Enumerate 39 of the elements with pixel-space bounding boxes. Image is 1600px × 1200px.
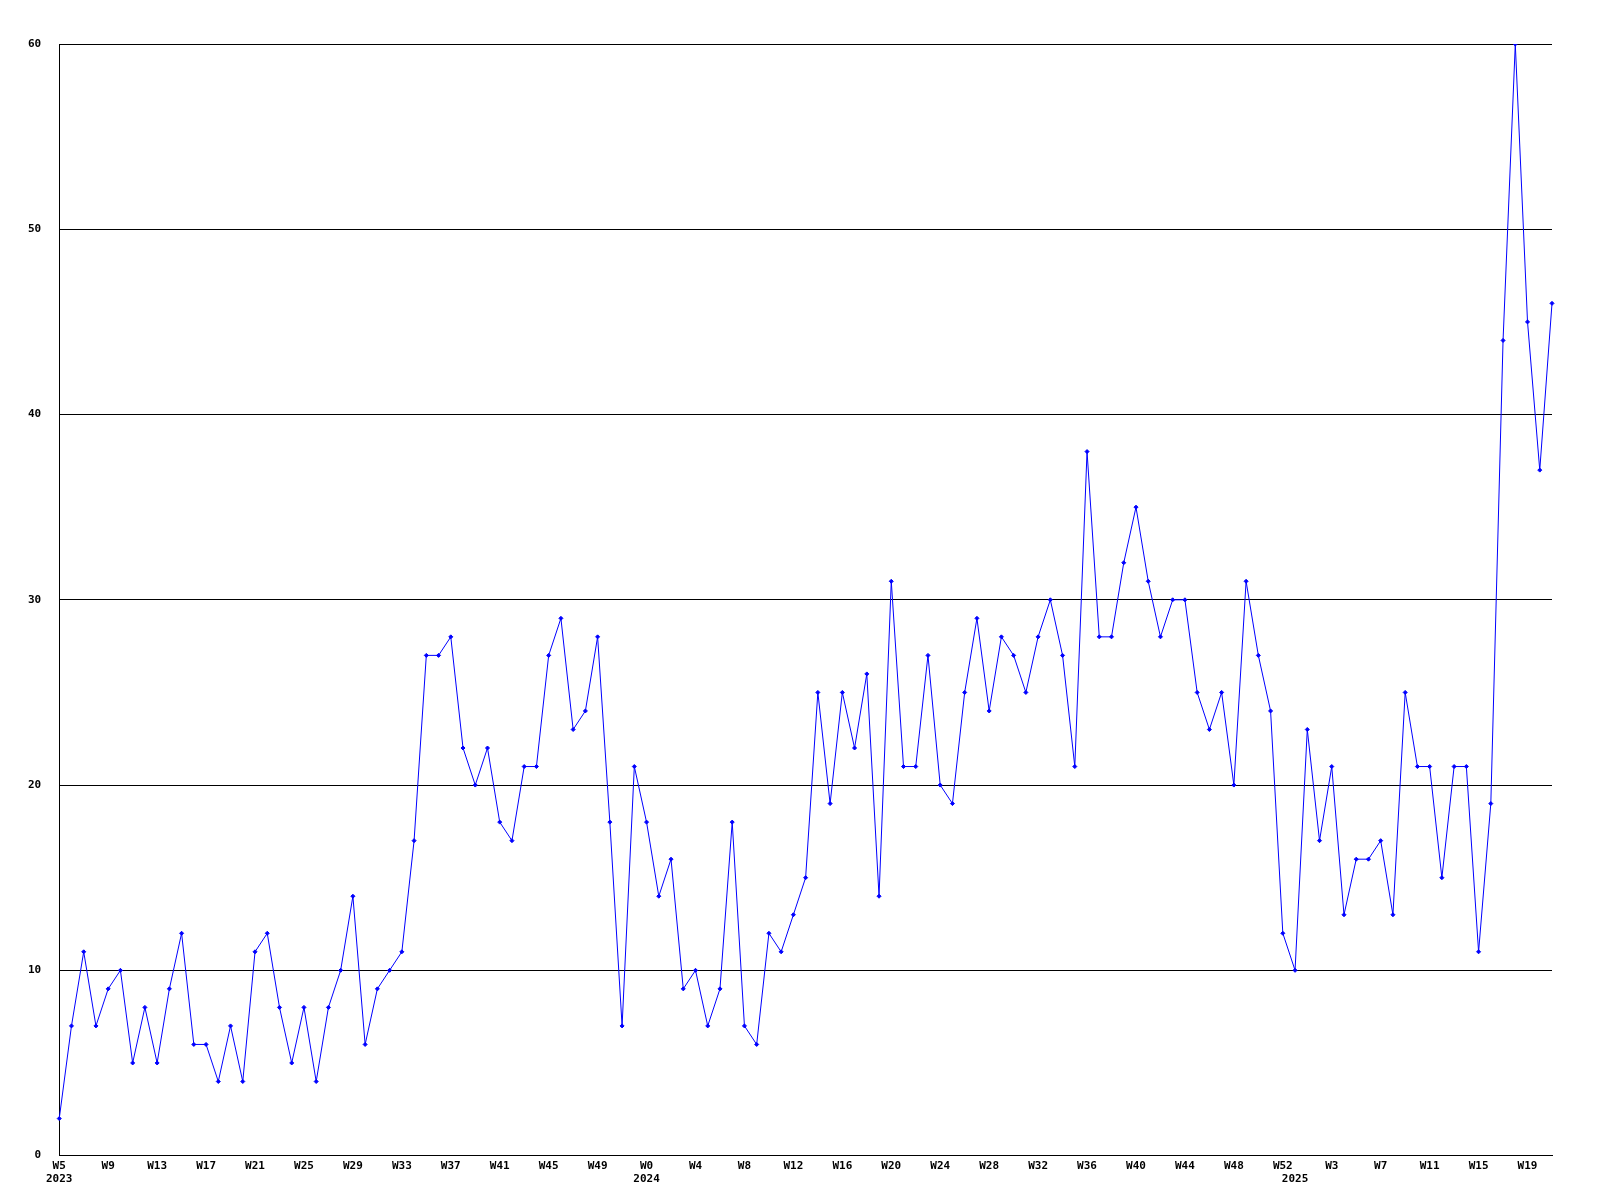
x-tick-label: W36 (1077, 1159, 1098, 1173)
x-tick-label: W25 (294, 1159, 314, 1173)
x-tick-label: W8 (737, 1159, 752, 1173)
x-tick-label: W5 2023 (46, 1159, 73, 1186)
x-tick-label: W11 (1419, 1159, 1440, 1173)
y-tick-label: 20 (28, 777, 42, 791)
y-tick-label: 60 (28, 36, 42, 50)
x-tick-label: W9 (101, 1159, 115, 1173)
y-tick-label: 30 (28, 592, 42, 606)
x-tick-label: W12 (783, 1159, 804, 1173)
x-tick-label: W28 (979, 1159, 1000, 1173)
x-tick-label: W16 (832, 1159, 853, 1173)
x-tick-label: W0 2024 (633, 1159, 661, 1186)
y-tick-label: 10 (28, 963, 42, 977)
x-tick-label: W13 (147, 1159, 168, 1173)
x-tick-label: W48 (1223, 1159, 1244, 1173)
x-tick-label: W49 (587, 1159, 608, 1173)
x-tick-label: W24 (930, 1159, 951, 1173)
x-tick-label: W52 (1272, 1159, 1293, 1173)
x-tick-label: W4 (688, 1159, 703, 1173)
x-tick-label: W41 (489, 1159, 511, 1173)
x-tick-label: W20 (881, 1159, 902, 1173)
x-tick-label: W40 (1126, 1159, 1146, 1173)
x-tick-label: W3 (1325, 1159, 1339, 1173)
x-tick-label: W17 (196, 1159, 217, 1173)
y-tick-label: 40 (28, 407, 42, 421)
y-tick-label: 50 (28, 222, 42, 236)
x-tick-label: W32 (1028, 1159, 1049, 1173)
x-tick-label: W19 (1517, 1159, 1538, 1173)
x-tick-label: 2025 (1281, 1172, 1309, 1186)
x-tick-label: W37 (440, 1159, 461, 1173)
x-tick-label: W15 (1468, 1159, 1489, 1173)
x-tick-label: W21 (245, 1159, 266, 1173)
x-tick-label: W45 (538, 1159, 559, 1173)
x-tick-label: W33 (391, 1159, 412, 1173)
x-tick-label: W44 (1174, 1159, 1196, 1173)
x-tick-label: W29 (342, 1159, 363, 1173)
y-tick-label: 0 (34, 1148, 42, 1162)
x-tick-label: W7 (1374, 1159, 1388, 1173)
